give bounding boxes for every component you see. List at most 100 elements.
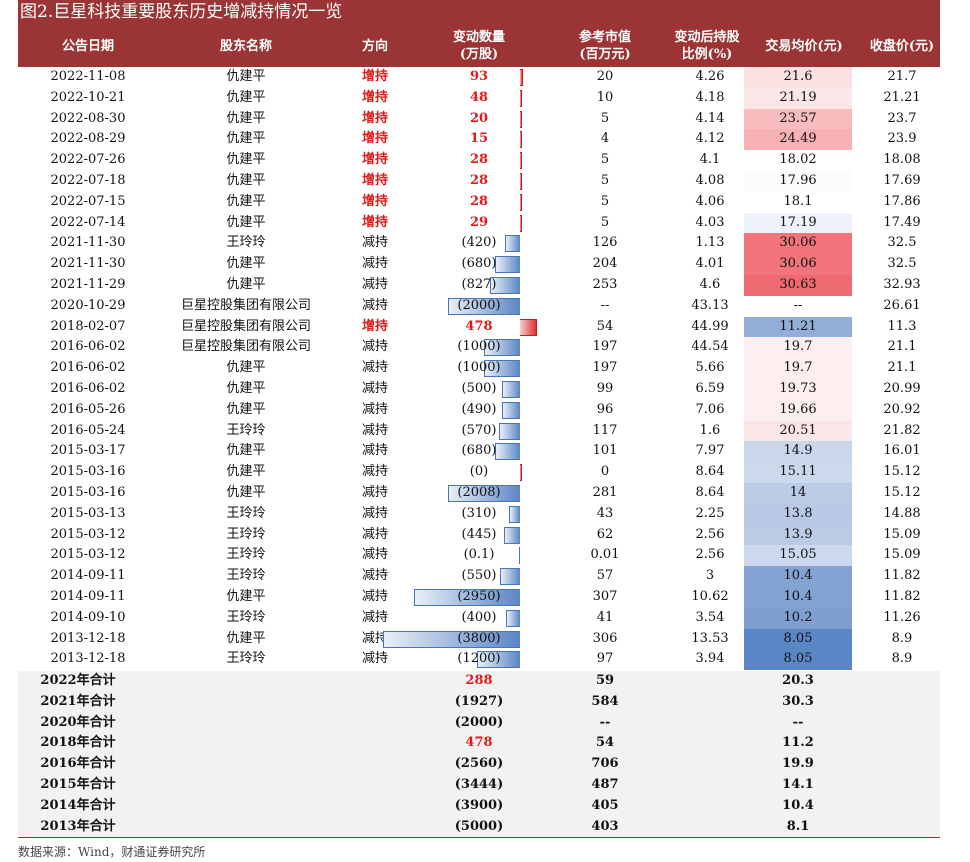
table-row: 2021-11-30 王玲玲 减持 (420) 126 1.13 30.06 32.5 (18, 233, 940, 255)
totals-quantity: 478 (465, 735, 493, 751)
table-row: 2022-11-08 仇建平 增持 93 20 4.26 21.6 21.7 (18, 67, 940, 88)
table-row: 2015-03-12 王玲玲 减持 (0.1) 0.01 2.56 15.05 15.09 (18, 545, 940, 567)
quantity-cell: (400) (461, 609, 497, 625)
close-price-cell: 17.49 (883, 214, 921, 230)
date-cell: 2022-07-26 (50, 152, 126, 168)
holder-cell: 仇建平 (226, 256, 266, 272)
ratio-cell: 4.26 (695, 69, 725, 84)
date-cell: 2016-05-26 (50, 401, 126, 417)
totals-label: 2015年合计 (40, 776, 116, 792)
close-price-cell: 32.93 (883, 276, 921, 292)
totals-section: 2022年合计 288 59 20.3 2021年合计 (1927) 584 30.3 2020… (18, 671, 940, 837)
direction-cell: 增持 (361, 193, 388, 209)
date-cell: 2022-08-30 (50, 110, 126, 126)
holder-cell: 王玲玲 (226, 651, 266, 667)
avg-price-heat-cell (744, 420, 852, 442)
direction-cell: 减持 (361, 443, 388, 459)
holder-cell: 仇建平 (226, 588, 266, 604)
holder-cell: 仇建平 (226, 401, 266, 417)
ratio-cell: 3.54 (695, 609, 725, 625)
market-value-cell: 281 (592, 484, 618, 500)
quantity-bar (503, 526, 520, 544)
close-price-cell: 32.5 (887, 256, 917, 272)
table-row: 2013-12-18 王玲玲 减持 (1200) 97 3.94 8.05 8.9 (18, 649, 940, 671)
close-price-cell: 8.9 (891, 630, 913, 646)
ratio-cell: 4.12 (695, 131, 725, 147)
market-value-cell: 307 (592, 588, 618, 604)
avg-price-cell: 30.06 (779, 235, 817, 251)
table-row: 2022-07-26 仇建平 增持 28 5 4.1 18.02 18.08 (18, 150, 940, 171)
holder-cell: 王玲玲 (226, 547, 266, 563)
close-price-cell: 8.9 (891, 651, 913, 667)
direction-cell: 减持 (361, 339, 388, 355)
totals-row: 2022年合计 288 59 20.3 (18, 671, 940, 692)
holder-cell: 仇建平 (226, 131, 266, 147)
table-row: 2015-03-16 仇建平 减持 (0) 0 8.64 15.11 15.12 (18, 462, 940, 483)
holder-cell: 巨星控股集团有限公司 (180, 339, 311, 355)
totals-label: 2018年合计 (40, 735, 116, 751)
quantity-cell: (2000) (457, 297, 501, 313)
totals-avg-price: 30.3 (782, 693, 814, 709)
avg-price-cell: 10.4 (783, 568, 813, 584)
direction-cell: 增持 (361, 152, 388, 168)
table-row: 2013-12-18 仇建平 减持 (3800) 306 13.53 8.05 8.9 (18, 628, 940, 650)
header-market-value-line2: (百万元) (579, 47, 631, 62)
table-row: 2014-09-10 王玲玲 减持 (400) 41 3.54 10.2 11.26 (18, 607, 940, 629)
avg-price-heat-cell (744, 358, 852, 379)
close-price-cell: 21.1 (887, 360, 917, 376)
direction-cell: 减持 (361, 526, 388, 542)
totals-market-value: 487 (591, 776, 619, 792)
totals-row: 2015年合计 (3444) 487 14.1 (18, 775, 940, 796)
market-value-cell: 5 (600, 193, 610, 209)
ratio-cell: 4.06 (695, 193, 725, 209)
date-cell: 2015-03-13 (50, 505, 126, 521)
direction-cell: 减持 (361, 256, 388, 272)
market-value-cell: 41 (596, 609, 614, 625)
avg-price-heat-cell (744, 462, 852, 483)
avg-price-heat-cell (744, 274, 852, 296)
table-row: 2015-03-12 王玲玲 减持 (445) 62 2.56 13.9 15.09 (18, 524, 940, 546)
totals-avg-price: 14.1 (782, 776, 814, 792)
date-cell: 2022-11-08 (50, 69, 126, 84)
quantity-bar (490, 276, 520, 294)
direction-cell: 减持 (361, 297, 388, 313)
date-cell: 2015-03-12 (50, 526, 126, 542)
direction-cell: 减持 (361, 380, 388, 396)
header-market-value-line1: 参考市值 (578, 30, 631, 45)
header-direction: 方向 (336, 25, 414, 67)
avg-price-heat-cell (744, 316, 852, 338)
market-value-cell: 101 (592, 443, 618, 459)
holder-cell: 仇建平 (226, 630, 266, 646)
holder-cell: 王玲玲 (226, 235, 266, 251)
totals-quantity: (2560) (454, 756, 504, 772)
quantity-bar (520, 110, 522, 128)
avg-price-cell: 10.2 (783, 609, 813, 625)
source-note: 数据来源：Wind，财通证券研究所 (18, 845, 206, 859)
market-value-cell: 5 (600, 172, 610, 188)
quantity-bar (520, 152, 522, 170)
holder-cell: 巨星控股集团有限公司 (180, 318, 311, 334)
header-close-price-label: 收盘价(元) (869, 38, 935, 54)
quantity-cell: 28 (469, 193, 489, 209)
table-row: 2020-10-29 巨星控股集团有限公司 减持 (2000) -- 43.13 -- 26.… (18, 295, 940, 317)
ratio-cell: 4.08 (695, 172, 725, 188)
table-row: 2014-09-11 王玲玲 减持 (550) 57 3 10.4 11.82 (18, 566, 940, 587)
totals-quantity: (3444) (454, 776, 504, 792)
avg-price-heat-cell (744, 586, 852, 608)
ratio-cell: 2.56 (695, 526, 725, 542)
avg-price-cell: 11.21 (779, 318, 817, 334)
ratio-cell: 8.64 (695, 484, 725, 500)
date-cell: 2015-03-16 (50, 464, 126, 480)
avg-price-cell: 24.49 (779, 131, 817, 147)
close-price-cell: 11.82 (883, 588, 921, 604)
header-avg-price: 交易均价(元) (744, 25, 864, 67)
quantity-cell: (550) (461, 568, 497, 584)
quantity-bar (520, 318, 538, 336)
totals-row: 2013年合计 (5000) 403 8.1 (18, 817, 940, 838)
direction-cell: 增持 (361, 318, 388, 334)
avg-price-cell: 23.57 (779, 110, 817, 126)
holder-cell: 仇建平 (226, 214, 266, 230)
quantity-bar (508, 505, 520, 523)
quantity-bar (520, 464, 522, 482)
totals-row: 2020年合计 (2000) -- -- (18, 713, 940, 734)
